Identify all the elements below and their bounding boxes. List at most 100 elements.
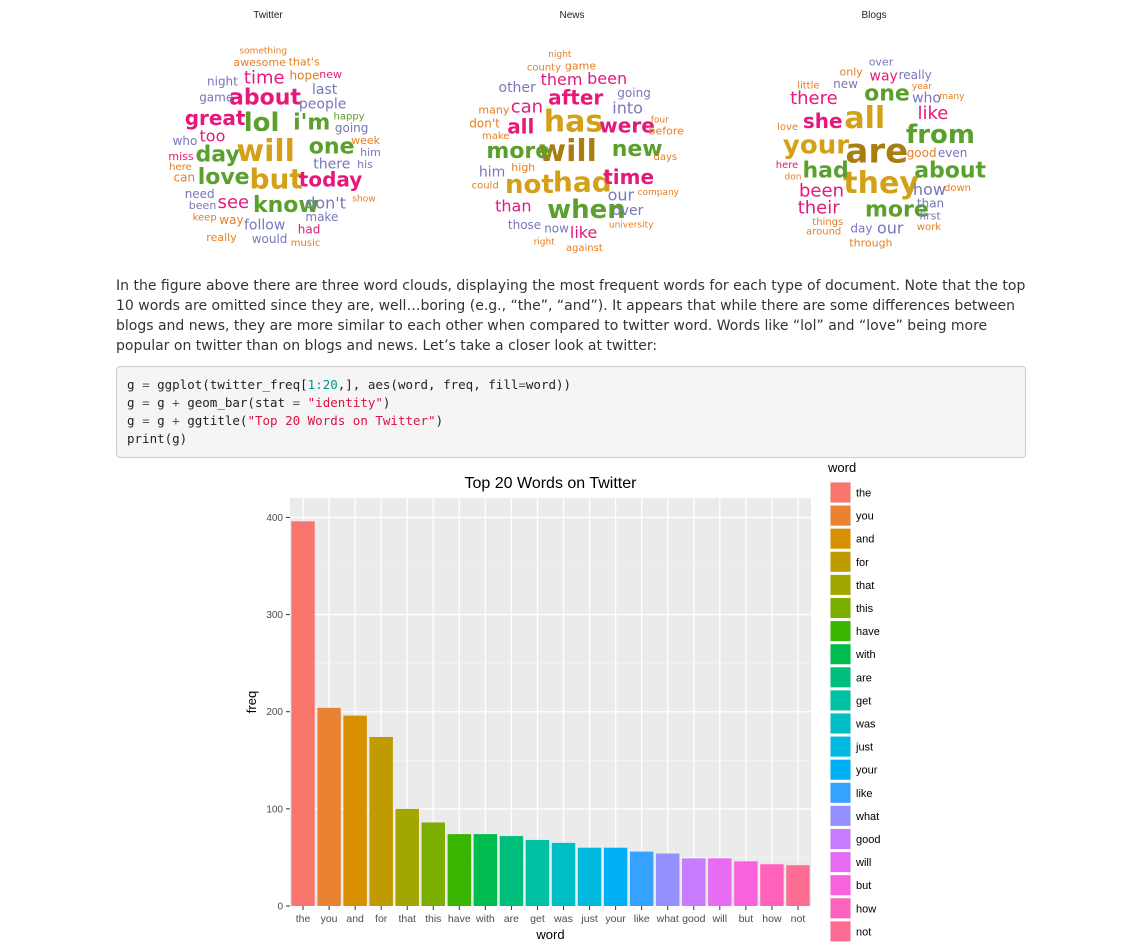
legend-swatch-how <box>830 898 851 919</box>
cloud-word: work <box>917 222 941 233</box>
y-tick-label: 200 <box>266 707 283 718</box>
cloud-word: our <box>608 186 635 205</box>
legend-label: but <box>856 880 871 892</box>
cloud-word: against <box>566 243 603 254</box>
cloud-word: little <box>797 80 819 91</box>
cloud-word: here <box>169 162 192 173</box>
x-tick-label: your <box>605 913 626 925</box>
cloud-word: day <box>196 143 240 168</box>
cloud-word: down <box>944 183 971 194</box>
cloud-word: from <box>906 120 975 150</box>
x-tick-label: how <box>762 913 782 925</box>
plot-panel <box>290 498 811 906</box>
cloud-word: miss <box>168 150 194 163</box>
cloud-word: through <box>849 237 892 250</box>
x-tick-label: and <box>346 913 364 925</box>
cloud-word: game <box>199 91 233 105</box>
cloud-word: way <box>870 69 898 85</box>
code-line: g = g + geom_bar(stat = "identity") <box>127 395 391 410</box>
legend-label: will <box>855 857 871 869</box>
bar-that <box>395 808 419 906</box>
legend-label: what <box>855 811 879 823</box>
legend-swatch-for <box>830 551 851 572</box>
cloud-word: great <box>185 106 246 130</box>
cloud-word: about <box>914 158 986 183</box>
legend-label: good <box>856 834 880 846</box>
bar-and <box>343 715 367 906</box>
cloud-word: could <box>472 181 499 192</box>
code-block: g = ggplot(twitter_freq[1:20,], aes(word… <box>116 366 1026 458</box>
cloud-word: see <box>218 192 250 213</box>
cloud-word: year <box>912 82 932 92</box>
cloud-word: i'm <box>293 111 330 136</box>
cloud-word: there <box>313 157 350 173</box>
cloud-word: good <box>907 146 937 160</box>
cloud-word: over <box>612 203 643 219</box>
cloud-word: keep <box>193 213 217 224</box>
legend-swatch-good <box>830 829 851 849</box>
cloud-word: him <box>479 164 505 180</box>
legend-label: are <box>856 672 872 684</box>
legend-label: just <box>855 742 873 754</box>
cloud-word: now <box>544 222 569 236</box>
cloud-word: even <box>938 146 967 160</box>
cloud-word: make <box>305 210 338 224</box>
x-tick-label: with <box>475 913 495 925</box>
cloud-word: don <box>785 172 802 182</box>
cloud-word: had <box>803 159 849 184</box>
bar-get <box>525 839 550 906</box>
cloud-word: can <box>511 97 543 118</box>
cloud-word: more <box>486 139 550 164</box>
cloud-word: were <box>599 113 654 137</box>
legend-swatch-what <box>830 805 851 826</box>
cloud-word: night <box>548 50 572 60</box>
bar-are <box>499 836 524 906</box>
cloud-word: than <box>917 197 944 211</box>
x-tick-label: what <box>656 913 679 925</box>
cloud-word: other <box>499 80 537 96</box>
cloud-word: really <box>206 231 237 244</box>
legend-label: with <box>855 649 876 661</box>
cloud-word: been <box>189 199 217 212</box>
cloud-word: she <box>803 109 843 133</box>
legend-swatch-was <box>830 713 851 734</box>
cloud-word: new <box>319 68 342 81</box>
description-paragraph: In the figure above there are three word… <box>116 278 1026 354</box>
cloud-word: follow <box>244 218 285 234</box>
cloud-word: love <box>777 122 798 133</box>
x-tick-label: you <box>321 913 338 925</box>
cloud-word: they <box>843 166 919 201</box>
code-line: g = g + ggtitle("Top 20 Words on Twitter… <box>127 413 444 428</box>
cloud-word: more <box>865 197 929 222</box>
word-cloud-twitter: will but lol i'm know about day one love great tod… <box>154 36 386 268</box>
x-axis-title: word <box>535 927 564 942</box>
cloud-word: who <box>912 91 941 107</box>
cloud-word: night <box>207 74 238 88</box>
cloud-title-blogs: Blogs <box>861 10 887 21</box>
cloud-title-twitter: Twitter <box>253 10 283 21</box>
cloud-word: happy <box>334 112 365 123</box>
legend-swatch-you <box>830 505 851 526</box>
cloud-word: those <box>508 218 541 232</box>
cloud-word: today <box>299 168 363 192</box>
cloud-word: into <box>612 99 643 118</box>
legend-label: was <box>855 719 876 731</box>
cloud-word: like <box>570 223 597 242</box>
bar-will <box>708 858 732 906</box>
bar-good <box>682 858 706 906</box>
cloud-word: make <box>482 131 509 142</box>
legend-swatch-will <box>830 852 851 873</box>
cloud-word: really <box>899 68 932 82</box>
legend-label: not <box>856 926 871 938</box>
cloud-word: music <box>291 238 321 249</box>
x-tick-label: that <box>398 913 416 925</box>
cloud-word: here <box>776 160 799 171</box>
bar-not <box>786 865 810 906</box>
cloud-word: than <box>495 197 531 216</box>
code-text: g = ggplot(twitter_freq[1:20,], aes(word… <box>117 367 1025 457</box>
cloud-word: will <box>236 134 295 169</box>
cloud-word: his <box>357 158 373 171</box>
x-tick-label: not <box>791 913 806 925</box>
bar-with <box>473 834 498 906</box>
cloud-word: all <box>844 101 885 136</box>
